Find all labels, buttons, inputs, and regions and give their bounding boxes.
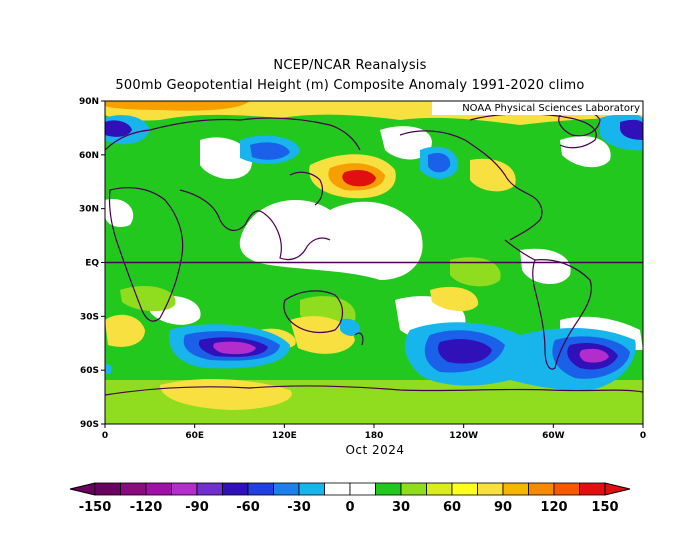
lat-tick-label: 90S (80, 420, 99, 430)
colorbar-swatch (349, 482, 376, 496)
lon-tick-label: 180 (365, 431, 384, 441)
colorbar-swatch (196, 482, 223, 496)
colorbar-swatch (298, 482, 325, 496)
colorbar-swatch (94, 482, 121, 496)
credit-box (432, 101, 643, 115)
colorbar-label: -30 (287, 500, 311, 515)
lat-tick-label: 30N (79, 205, 99, 215)
colorbar-label: -120 (130, 500, 163, 515)
lon-tick-label: 60W (542, 431, 565, 441)
colorbar-swatch (247, 482, 274, 496)
colorbar-swatch (528, 482, 555, 496)
colorbar-label: 90 (494, 500, 512, 515)
colorbar: -150 -120 -90 -60 -30 0 30 60 90 120 150 (69, 482, 631, 515)
colorbar-swatch (451, 482, 478, 496)
colorbar-swatch (273, 482, 300, 496)
colorbar-label: 30 (392, 500, 410, 515)
colorbar-swatch (426, 482, 453, 496)
colorbar-left-arrow (69, 482, 96, 496)
colorbar-swatch (324, 482, 351, 496)
lon-tick-label: 60E (185, 431, 204, 441)
colorbar-label: -60 (236, 500, 260, 515)
colorbar-swatch (579, 482, 606, 496)
latitude-axis: 90N 60N 30N EQ 30S 60S 90S (79, 97, 105, 430)
colorbar-label: -150 (79, 500, 112, 515)
colorbar-swatch (375, 482, 402, 496)
colorbar-swatch (222, 482, 249, 496)
colorbar-swatch (477, 482, 504, 496)
positive-red-core (342, 170, 376, 187)
colorbar-label: -90 (185, 500, 209, 515)
colorbar-label: 150 (591, 500, 618, 515)
title-line-2: 500mb Geopotential Height (m) Composite … (115, 78, 585, 93)
colorbar-swatch (502, 482, 529, 496)
colorbar-swatch (171, 482, 198, 496)
colorbar-label: 60 (443, 500, 461, 515)
colorbar-swatch (400, 482, 427, 496)
anomaly-field: NOAA Physical Sciences Laboratory (105, 101, 643, 424)
colorbar-label: 0 (345, 500, 354, 515)
lat-tick-label: 60S (80, 366, 99, 376)
lat-tick-label: 90N (79, 97, 99, 107)
lon-tick-label: 0 (640, 431, 646, 441)
credit-text: NOAA Physical Sciences Laboratory (462, 103, 640, 114)
negative-purple-core (213, 341, 609, 363)
lat-tick-label: 60N (79, 151, 99, 161)
colorbar-swatch (145, 482, 172, 496)
time-label: Oct 2024 (345, 443, 405, 457)
colorbar-swatch (120, 482, 147, 496)
colorbar-swatch (553, 482, 580, 496)
lat-tick-label: EQ (85, 259, 99, 269)
colorbar-right-arrow (604, 482, 631, 496)
title-line-1: NCEP/NCAR Reanalysis (273, 58, 427, 73)
colorbar-label: 120 (540, 500, 567, 515)
lon-tick-label: 0 (102, 431, 108, 441)
lat-tick-label: 30S (80, 312, 99, 322)
longitude-axis: 0 60E 120E 180 120W 60W 0 (102, 424, 646, 441)
lon-tick-label: 120W (449, 431, 478, 441)
lon-tick-label: 120E (272, 431, 297, 441)
